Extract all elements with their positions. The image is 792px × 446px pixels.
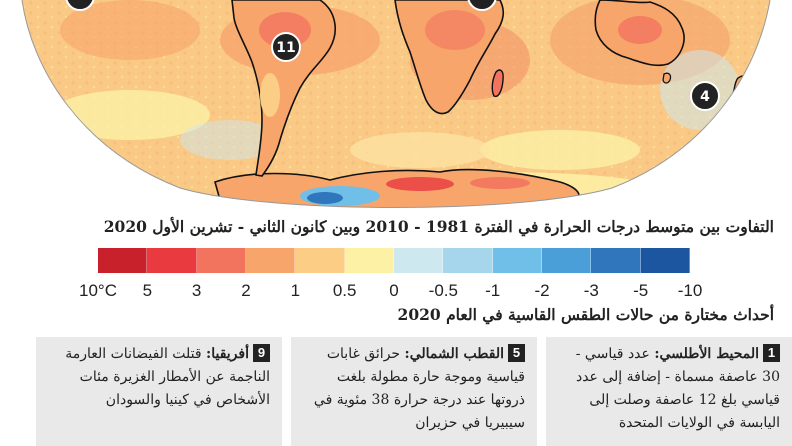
scale-swatch bbox=[295, 248, 345, 273]
color-scale-bar bbox=[98, 248, 690, 273]
scale-tick-label: 2 bbox=[241, 281, 251, 300]
scale-tick-label: -10 bbox=[677, 281, 703, 300]
scale-tick-label: 3 bbox=[191, 281, 202, 300]
event-text: قتلت الفيضانات العارمة الناجمة عن الأمطا… bbox=[65, 346, 270, 408]
scale-swatch bbox=[147, 248, 197, 273]
scale-tick-label: 0.5 bbox=[332, 281, 357, 300]
event-marker-4: 4 bbox=[690, 81, 720, 111]
scale-swatch bbox=[640, 248, 690, 273]
events-title: أحداث مختارة من حالات الطقس القاسية في ا… bbox=[397, 305, 774, 324]
scale-swatch bbox=[591, 248, 641, 273]
scale-swatch bbox=[344, 248, 394, 273]
event-region: أفريقيا: bbox=[206, 346, 249, 362]
scale-swatch bbox=[196, 248, 246, 273]
scale-tick-label: -0.5 bbox=[428, 281, 458, 300]
scale-swatch bbox=[245, 248, 296, 273]
event-region: المحيط الأطلسي: bbox=[654, 346, 759, 362]
event-marker-11: 11 bbox=[271, 32, 301, 62]
scale-swatch bbox=[541, 248, 592, 273]
scale-title: التفاوت بين متوسط درجات الحرارة في الفتر… bbox=[103, 217, 774, 236]
svg-text:4: 4 bbox=[700, 89, 710, 105]
scale-tick-label: -1 bbox=[485, 281, 501, 300]
scale-tick-label: 0 bbox=[389, 281, 399, 300]
event-number: 9 bbox=[253, 344, 270, 362]
events-panel: 1المحيط الأطلسي: عدد قياسي - 30 عاصفة مس… bbox=[36, 337, 792, 446]
scale-swatch bbox=[492, 248, 542, 273]
event-marker-partial-center bbox=[467, 0, 497, 11]
event-box: 5القطب الشمالي: حرائق غابات قياسية وموجة… bbox=[291, 337, 537, 446]
event-marker-partial-left bbox=[65, 0, 95, 11]
event-text: حرائق غابات قياسية وموجة حارة مطولة بلغت… bbox=[313, 346, 525, 431]
event-text: عدد قياسي - 30 عاصفة مسماة - إضافة إلى ع… bbox=[575, 346, 780, 431]
event-region: القطب الشمالي: bbox=[404, 346, 504, 362]
scale-tick-label: -2 bbox=[534, 281, 550, 300]
event-box: 9أفريقيا: قتلت الفيضانات العارمة الناجمة… bbox=[36, 337, 282, 446]
temperature-anomaly-map: 11 4 bbox=[21, 0, 771, 208]
scale-tick-label: -5 bbox=[633, 281, 649, 300]
scale-tick-label: 10°C bbox=[79, 281, 117, 300]
scale-tick-label: 5 bbox=[142, 281, 153, 300]
scale-swatch bbox=[443, 248, 493, 273]
scale-swatch bbox=[393, 248, 444, 273]
color-scale-ticks: 10°C 5 3 2 1 0.5 0 -0.5 -1 -2 -3 -5 -10 bbox=[0, 281, 792, 305]
event-number: 5 bbox=[508, 344, 525, 362]
scale-tick-label: -3 bbox=[583, 281, 599, 300]
event-box: 1المحيط الأطلسي: عدد قياسي - 30 عاصفة مس… bbox=[546, 337, 792, 446]
svg-text:11: 11 bbox=[276, 40, 295, 56]
scale-tick-label: 1 bbox=[290, 281, 301, 300]
event-number: 1 bbox=[763, 344, 780, 362]
scale-swatch bbox=[98, 248, 148, 273]
